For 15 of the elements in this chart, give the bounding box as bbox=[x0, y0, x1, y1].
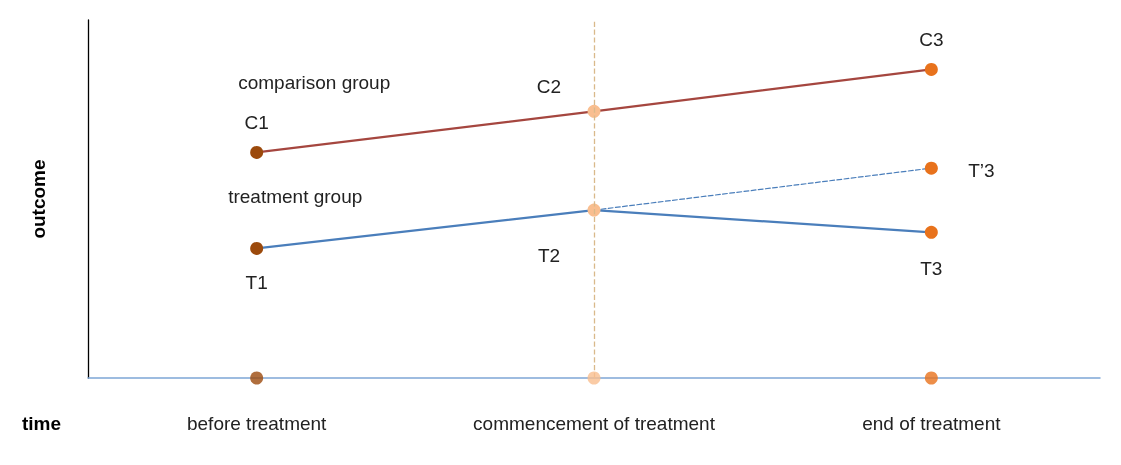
x-tick-label: end of treatment bbox=[862, 413, 1002, 434]
annotation: C2 bbox=[536, 75, 562, 97]
annotation: T’3 bbox=[968, 159, 995, 181]
x-tick-label: commencement of treatment bbox=[473, 413, 716, 434]
annotation: C3 bbox=[919, 28, 944, 50]
text: comparison group bbox=[238, 71, 391, 93]
x-tick-label: before treatment bbox=[186, 413, 328, 434]
annotation: C1 bbox=[244, 111, 269, 133]
y-axis-title: outcome bbox=[28, 159, 49, 239]
point bbox=[924, 161, 938, 175]
annotation: T1 bbox=[245, 271, 268, 293]
annotation: T3 bbox=[920, 257, 943, 279]
annotation: T2 bbox=[537, 244, 561, 266]
x-axis-title: time bbox=[22, 413, 62, 434]
series-label: treatment group bbox=[228, 185, 363, 207]
